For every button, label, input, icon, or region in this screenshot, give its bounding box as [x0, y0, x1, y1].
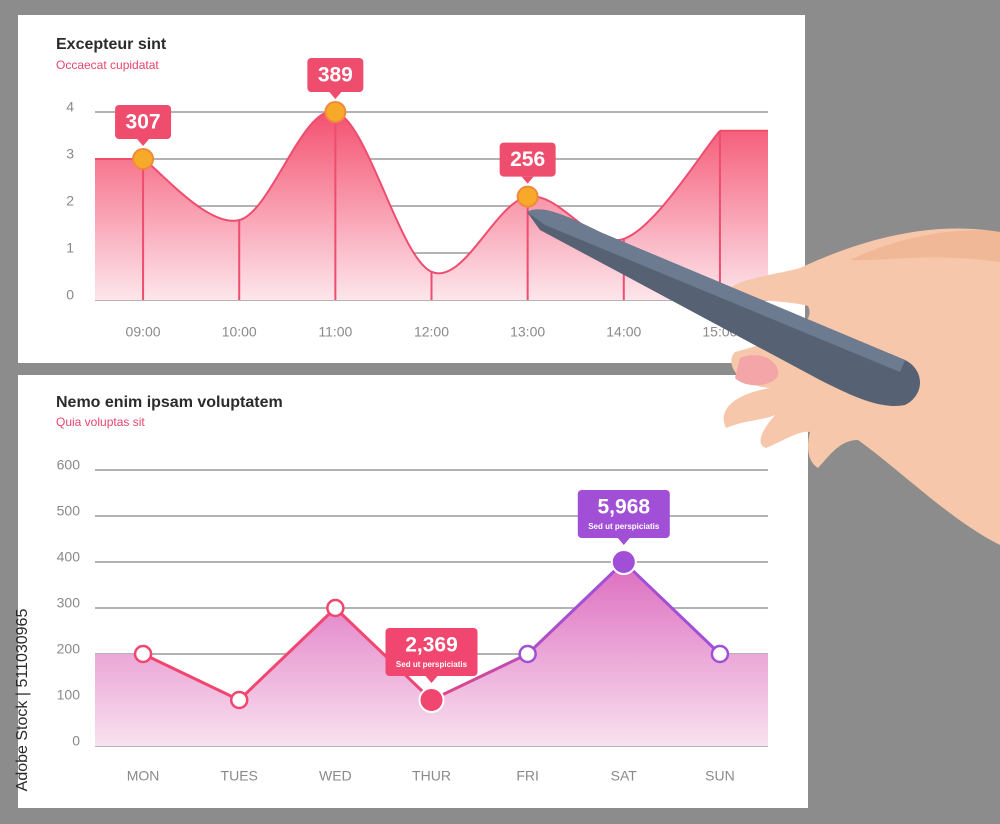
- y-tick-label: 100: [57, 687, 81, 703]
- y-tick-label: 200: [57, 641, 81, 657]
- x-tick-label: MON: [127, 768, 160, 784]
- annotation-text: 307: [126, 111, 161, 134]
- chart-title: Excepteur sint: [56, 36, 167, 53]
- y-tick-label: 300: [57, 595, 81, 611]
- annotation-text: 2,369: [405, 634, 458, 657]
- line: [142, 110, 721, 275]
- annotation-pointer: [521, 176, 534, 184]
- chart-title: Nemo enim ipsam voluptatem: [56, 394, 283, 411]
- annotation-box: [499, 142, 556, 177]
- point: [229, 690, 249, 710]
- highlight-point: [610, 549, 637, 575]
- annotation-subtext: Sed ut perspiciatis: [396, 660, 468, 669]
- x-tick-label: THUR: [412, 768, 451, 784]
- y-tick-label: 600: [57, 457, 81, 473]
- annotation-box: [385, 628, 478, 676]
- annotation-text: 389: [318, 64, 353, 87]
- x-tick-label: WED: [319, 768, 352, 784]
- y-tick-label: 2: [66, 193, 74, 209]
- highlight-point: [516, 185, 539, 208]
- highlight-point: [324, 101, 347, 123]
- point: [133, 644, 153, 664]
- annotation-box: [115, 105, 172, 139]
- annotation-pointer: [137, 139, 150, 146]
- y-tick-label: 1: [66, 240, 74, 256]
- x-tick-label: 09:00: [126, 324, 161, 340]
- watermark: Adobe Stock | 511030965: [14, 609, 31, 792]
- y-tick-label: 0: [72, 733, 80, 749]
- annotation-pointer: [617, 538, 630, 545]
- annotation-pointer: [329, 92, 342, 99]
- chart-subtitle: Quia voluptas sit: [56, 415, 145, 429]
- y-tick-label: 400: [57, 549, 81, 565]
- x-tick-label: 10:00: [222, 324, 257, 340]
- y-tick-label: 500: [57, 503, 81, 519]
- x-tick-label: 11:00: [318, 324, 352, 340]
- annotation-text: 256: [510, 148, 545, 171]
- y-tick-label: 0: [66, 287, 74, 303]
- chart-subtitle: Occaecat cupidatat: [56, 58, 159, 72]
- annotation-subtext: Sed ut perspiciatis: [588, 522, 660, 531]
- annotation-pointer: [425, 676, 438, 683]
- area-fill: [95, 562, 768, 746]
- x-tick-label: SUN: [705, 768, 735, 784]
- point: [518, 644, 537, 664]
- annotation-box: [307, 58, 364, 92]
- x-tick-label: 12:00: [414, 324, 449, 340]
- y-tick-label: 4: [66, 99, 74, 115]
- highlight-point: [132, 148, 155, 170]
- point: [710, 644, 730, 664]
- x-tick-label: TUES: [221, 768, 258, 784]
- x-tick-label: 13:00: [510, 324, 545, 340]
- y-tick-label: 3: [66, 146, 74, 162]
- hand-illustration: [527, 209, 1000, 545]
- highlight-point: [418, 687, 445, 713]
- x-tick-label: 14:00: [606, 324, 641, 340]
- x-tick-label: FRI: [516, 768, 539, 784]
- x-tick-label: SAT: [611, 768, 638, 784]
- annotation-box: [577, 490, 670, 538]
- annotation-text: 5,968: [598, 496, 651, 519]
- point: [326, 598, 345, 618]
